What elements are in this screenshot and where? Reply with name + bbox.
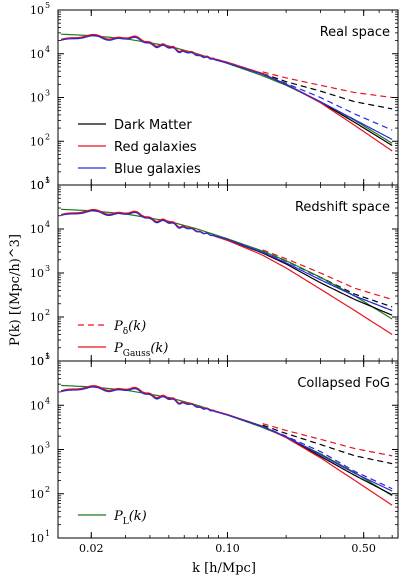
y-tick-label: 10 xyxy=(30,311,44,324)
y-tick-exponent: 1 xyxy=(45,352,50,361)
legend-subscript: δ xyxy=(123,327,128,337)
y-tick-label: 10 xyxy=(30,179,44,192)
y-tick-exponent: 5 xyxy=(45,176,50,185)
y-tick-exponent: 2 xyxy=(45,308,50,317)
y-tick-label: 10 xyxy=(30,135,44,148)
y-tick-exponent: 3 xyxy=(45,264,50,273)
legend-label: Pδ(k) xyxy=(113,319,146,337)
series-red_gauss xyxy=(60,208,393,336)
y-tick-label: 10 xyxy=(30,267,44,280)
series-blue_gauss xyxy=(60,386,393,492)
panel-3-legend: PL(k) xyxy=(78,509,147,527)
legend-argument: (k) xyxy=(129,509,147,524)
y-tick-exponent: 2 xyxy=(45,485,50,494)
panel-3-title: Collapsed FoG xyxy=(297,376,390,391)
legend-argument: (k) xyxy=(128,319,146,334)
x-tick-label: 0.50 xyxy=(351,542,376,555)
panel-3-curves xyxy=(60,384,393,506)
series-red_pdelta xyxy=(262,71,393,99)
panel-2-x-ticks xyxy=(90,185,393,361)
legend-label: PGauss(k) xyxy=(113,341,168,359)
y-tick-label: 10 xyxy=(30,48,44,61)
series-red_pdelta xyxy=(262,249,393,301)
legend-subscript: L xyxy=(123,517,129,527)
x-tick-label: 0.02 xyxy=(79,542,104,555)
series-linear xyxy=(61,33,393,144)
legend-label: Red galaxies xyxy=(114,140,197,155)
y-tick-label: 10 xyxy=(30,4,44,17)
legend-label: Blue galaxies xyxy=(114,162,201,177)
x-axis-ticks: 0.02 0.10 0.50 xyxy=(79,542,376,555)
series-dm_gauss xyxy=(60,209,393,316)
y-tick-exponent: 5 xyxy=(45,352,50,361)
y-tick-exponent: 3 xyxy=(45,441,50,450)
y-tick-exponent: 2 xyxy=(45,132,50,141)
series-blue_pdelta xyxy=(262,73,393,131)
y-tick-label: 10 xyxy=(30,399,44,412)
legend-subscript: Gauss xyxy=(123,349,151,359)
y-axis-label: P(k) [(Mpc/h)^3] xyxy=(8,234,23,346)
y-tick-exponent: 4 xyxy=(45,45,50,54)
y-tick-exponent: 3 xyxy=(45,89,50,98)
legend-label: PL(k) xyxy=(113,509,147,527)
panel-2-legend: Pδ(k) PGauss(k) xyxy=(78,319,168,359)
x-tick-label: 0.10 xyxy=(215,542,240,555)
series-blue_gauss xyxy=(60,210,393,312)
y-tick-label: 10 xyxy=(30,355,44,368)
series-dm_pdelta xyxy=(262,72,393,110)
series-red_gauss xyxy=(60,385,393,506)
y-tick-exponent: 5 xyxy=(45,1,50,10)
y-tick-exponent: 4 xyxy=(45,396,50,405)
x-axis-label: k [h/Mpc] xyxy=(192,561,256,576)
panel-1-legend: Dark Matter Red galaxies Blue galaxies xyxy=(78,118,201,177)
legend-argument: (k) xyxy=(150,341,168,356)
series-blue_gauss xyxy=(60,35,393,140)
y-tick-exponent: 1 xyxy=(45,529,50,538)
panel-2-title: Redshift space xyxy=(295,200,390,215)
panel-3-x-ticks xyxy=(90,361,393,538)
y-tick-label: 10 xyxy=(30,355,44,368)
series-dm_gauss xyxy=(60,385,393,496)
panel-2-curves xyxy=(60,208,393,336)
series-linear xyxy=(61,384,393,497)
series-red_pdelta xyxy=(262,423,393,457)
y-tick-exponent: 1 xyxy=(45,176,50,185)
legend-label: Dark Matter xyxy=(114,118,192,133)
y-tick-exponent: 4 xyxy=(45,220,50,229)
y-tick-label: 10 xyxy=(30,223,44,236)
panel-1-curves xyxy=(60,33,393,152)
panel-1-title: Real space xyxy=(320,25,390,40)
y-tick-label: 10 xyxy=(30,92,44,105)
y-tick-label: 10 xyxy=(30,444,44,457)
series-red_gauss xyxy=(60,33,393,152)
y-tick-label: 10 xyxy=(30,179,44,192)
y-tick-label: 10 xyxy=(30,488,44,501)
series-dm_pdelta xyxy=(262,424,393,465)
y-tick-label: 10 xyxy=(30,532,44,545)
